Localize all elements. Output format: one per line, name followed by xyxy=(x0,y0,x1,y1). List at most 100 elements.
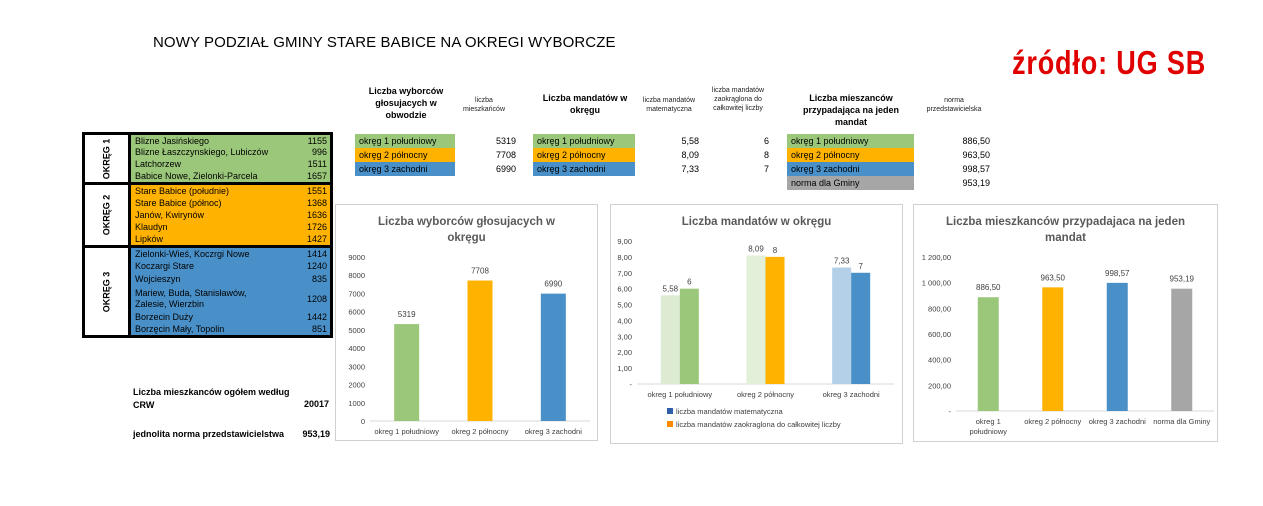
norm-value: 953,19 xyxy=(302,429,330,439)
x-tick-label: okreg 2 północny xyxy=(1024,417,1081,426)
district-row: Klaudyn 1726 xyxy=(131,221,330,233)
district-row-name: Borzecin Duży xyxy=(135,312,194,322)
bar xyxy=(660,295,680,384)
district-group: OKRĘG 3 Zielonki-Wieś, Koczrgi Nowe 1414 Ko… xyxy=(85,248,330,335)
district-row-value: 1427 xyxy=(306,234,327,244)
bar xyxy=(851,272,871,384)
chart-voters-svg: 0 1000 2000 3000 4000 5000 6000 7000 8000 9000 531… xyxy=(348,253,590,436)
y-tick-label: 5,00 xyxy=(617,301,632,310)
mandates-row-math: 8,09 xyxy=(681,150,699,160)
source-label: źródło: UG SB xyxy=(1012,44,1207,81)
data-label: 7,33 xyxy=(834,257,850,266)
bar xyxy=(832,267,852,384)
y-tick-label: - xyxy=(949,407,952,416)
bar xyxy=(765,256,785,384)
x-tick-label: okreg 1 xyxy=(976,417,1001,426)
data-label: 6 xyxy=(687,278,692,287)
district-row-value: 1511 xyxy=(307,159,327,169)
residents-total-label: Liczba mieszkanców ogółem według CRW xyxy=(133,387,290,410)
data-label: 998,57 xyxy=(1105,269,1130,278)
district-row: Janów, Kwirynów 1636 xyxy=(131,209,330,221)
data-label: 6990 xyxy=(544,280,562,289)
y-tick-label: 1000 xyxy=(348,399,365,408)
district-row: Koczargi Stare 1240 xyxy=(131,260,330,272)
y-tick-label: 400,00 xyxy=(928,356,951,365)
district-row: Borzecin Duży 1442 xyxy=(131,311,330,323)
y-tick-label: 6,00 xyxy=(617,285,632,294)
y-tick-label: 8000 xyxy=(348,271,365,280)
x-tick-label: okreg 3 zachodni xyxy=(823,390,880,399)
mandates-table-subheader-rounded: liczba mandatów zaokrąglona do całkowite… xyxy=(711,87,765,112)
voters-row-name: okręg 1 południowy xyxy=(355,134,455,148)
bar xyxy=(977,297,999,411)
district-row-value: 835 xyxy=(311,274,327,284)
voters-row-value: 5319 xyxy=(495,136,516,146)
mandates-row-math: 5,58 xyxy=(681,136,699,146)
x-tick-label: okreg 2 północny xyxy=(451,427,508,436)
norm-row-value: 953,19 xyxy=(962,178,990,188)
mandates-table-subheader-math: liczba mandatów matematyczna xyxy=(642,97,696,113)
mandates-row-name: okręg 2 północny xyxy=(533,148,635,162)
residents-total-value: 20017 xyxy=(303,399,329,409)
norm-row-name: okręg 2 północny xyxy=(787,148,914,162)
norm-row-value: 998,57 xyxy=(962,164,990,174)
bar xyxy=(467,280,493,421)
x-tick-label: południowy xyxy=(969,427,1007,436)
chart-mandates-title: Liczba mandatów w okręgu xyxy=(681,216,832,228)
voters-row-value: 6990 xyxy=(495,164,516,174)
x-tick-label: norma dla Gminy xyxy=(1153,417,1210,426)
district-row: Blizne Jasińskiego 1155 xyxy=(131,135,330,146)
district-row-name: Wojcieszyn xyxy=(135,274,181,284)
district-row-value: 1368 xyxy=(306,198,327,208)
district-row-value: 1240 xyxy=(306,261,327,271)
voters-table-subheader: liczba mieszkańców xyxy=(462,97,505,113)
legend-label: liczba mandatów matematyczna xyxy=(676,407,784,416)
district-row-name: Blizne Jasińskiego xyxy=(135,135,210,146)
district-row-name: Stare Babice (południe) xyxy=(135,186,230,196)
chart-norm-svg: - 200,00 400,00 600,00 800,00 1 000,00 1 200,0… xyxy=(922,253,1214,436)
district-row-name: Klaudyn xyxy=(135,222,168,232)
norm-table-header: Liczba mieszanców przypadająca na jeden … xyxy=(802,93,900,127)
data-label: 8,09 xyxy=(748,244,764,253)
y-tick-label: 3,00 xyxy=(617,332,632,341)
y-tick-label: 9000 xyxy=(348,253,365,262)
data-label: 5,58 xyxy=(663,284,679,293)
bar xyxy=(1106,282,1128,411)
y-tick-label: 0 xyxy=(361,417,365,426)
voters-row-value: 7708 xyxy=(495,150,516,160)
district-row-name: Zielonki-Wieś, Koczrgi Nowe xyxy=(135,249,250,259)
district-row-value: 1155 xyxy=(307,135,327,146)
mandates-row-name: okręg 3 zachodni xyxy=(533,162,635,176)
district-row-value: 1551 xyxy=(306,186,327,196)
x-tick-label: okreg 1 południowy xyxy=(648,390,713,399)
bar xyxy=(746,255,766,384)
district-label: OKRĘG 3 xyxy=(85,248,131,335)
district-row-value: 1414 xyxy=(306,249,327,259)
chart-voters: Liczba wyborców głosujacych w okręgu 0 10… xyxy=(335,204,598,441)
y-tick-label: 1 000,00 xyxy=(922,279,951,288)
y-tick-label: 1,00 xyxy=(617,364,632,373)
mandates-row-math: 7,33 xyxy=(681,164,699,174)
y-tick-label: 8,00 xyxy=(617,253,632,262)
district-label: OKRĘG 1 xyxy=(85,135,131,182)
y-tick-label: 2000 xyxy=(348,381,365,390)
district-row-name: Stare Babice (północ) xyxy=(135,198,222,208)
mandates-row-rounded: 6 xyxy=(763,136,769,146)
x-tick-label: okreg 3 zachodni xyxy=(1089,417,1146,426)
district-row-name: Babice Nowe, Zielonki-Parcela xyxy=(135,171,258,181)
mandates-row-name: okręg 1 południowy xyxy=(533,134,635,148)
district-label-text: OKRĘG 1 xyxy=(101,138,112,179)
district-row-value: 1208 xyxy=(306,293,327,304)
y-tick-label: 3000 xyxy=(348,362,365,371)
district-label-text: OKRĘG 3 xyxy=(101,271,112,312)
y-tick-label: 7000 xyxy=(348,289,365,298)
mandates-row-rounded: 8 xyxy=(763,150,769,160)
district-row: Stare Babice (północ) 1368 xyxy=(131,197,330,209)
chart-voters-title: Liczba wyborców głosujacych w okręgu xyxy=(377,216,555,244)
data-label: 8 xyxy=(773,246,778,255)
data-label: 963,50 xyxy=(1041,273,1066,282)
y-tick-label: 6000 xyxy=(348,308,365,317)
district-row-value: 851 xyxy=(311,324,327,334)
legend-swatch xyxy=(667,421,673,427)
district-row: Stare Babice (południe) 1551 xyxy=(131,185,330,197)
